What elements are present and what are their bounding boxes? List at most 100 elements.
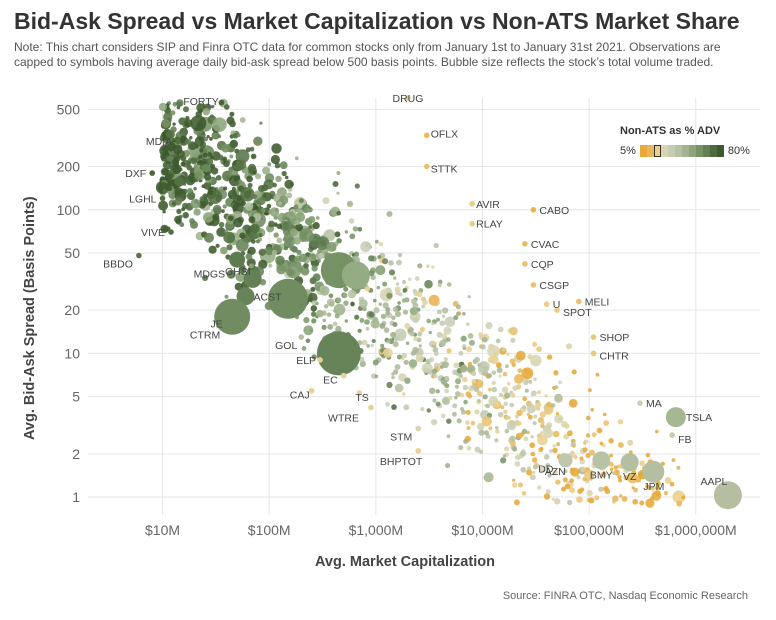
bubble xyxy=(466,445,472,451)
bubble xyxy=(547,473,552,478)
bubble xyxy=(465,391,471,397)
bubble-rlay xyxy=(469,220,475,227)
bubble-u xyxy=(543,301,550,308)
bubble xyxy=(276,264,287,275)
bubble xyxy=(639,460,645,467)
large-bubble xyxy=(341,261,370,290)
large-bubble xyxy=(316,331,361,376)
point-label-drug: DRUG xyxy=(392,93,423,105)
bubble xyxy=(171,158,180,166)
point-label-meli: MELI xyxy=(585,296,610,308)
bubble xyxy=(253,136,263,146)
bubble xyxy=(550,403,556,408)
bubble xyxy=(396,259,402,266)
bubble xyxy=(346,200,354,207)
bubble xyxy=(365,326,370,331)
bubble xyxy=(591,432,597,438)
bubble xyxy=(536,485,542,490)
bubble xyxy=(391,372,395,376)
bubble xyxy=(618,478,623,483)
bubble xyxy=(504,364,509,369)
bubble xyxy=(402,287,408,293)
bubble xyxy=(167,142,177,152)
point-label-dxf: DXF xyxy=(125,168,146,180)
bubble xyxy=(215,175,222,181)
bubble xyxy=(404,297,410,303)
bubble xyxy=(633,487,638,493)
bubble xyxy=(220,246,228,255)
bubble xyxy=(544,405,554,415)
bubble xyxy=(394,310,401,318)
bubble xyxy=(412,288,417,294)
point-label-acst: ACST xyxy=(254,291,283,303)
bubble xyxy=(480,344,486,350)
bubble xyxy=(521,491,527,496)
bubble xyxy=(567,430,573,437)
bubble xyxy=(588,497,595,504)
bubble xyxy=(504,428,510,434)
bubble xyxy=(298,198,304,204)
bubble xyxy=(386,339,391,344)
bubble xyxy=(180,192,187,199)
bubble xyxy=(446,282,452,287)
bubble xyxy=(336,238,342,244)
bubble-mdia xyxy=(175,138,181,145)
bubble xyxy=(210,163,216,169)
bubble xyxy=(235,159,247,171)
bubble xyxy=(491,370,497,376)
bubble xyxy=(215,243,220,248)
y-tick-label: 100 xyxy=(57,202,81,218)
bubble xyxy=(655,429,659,434)
bubble xyxy=(584,469,595,480)
bubble xyxy=(395,282,400,286)
bubble xyxy=(654,490,661,497)
bubble xyxy=(540,420,545,425)
point-label-spot: SPOT xyxy=(563,307,592,319)
bubble xyxy=(613,469,620,476)
bubble xyxy=(232,202,244,214)
bubble xyxy=(448,395,453,401)
bubble xyxy=(582,447,588,453)
bubble xyxy=(437,309,442,315)
bubble xyxy=(276,237,283,244)
bubble xyxy=(645,484,649,489)
y-tick-label: 1 xyxy=(72,489,80,505)
bubble xyxy=(258,185,265,192)
bubble xyxy=(212,213,220,221)
bubble xyxy=(279,161,288,170)
bubble xyxy=(481,416,492,427)
point-label-elp: ELP xyxy=(296,355,316,367)
bubble xyxy=(455,304,461,310)
bubble xyxy=(552,430,560,438)
bubble xyxy=(258,248,266,256)
bubble xyxy=(235,271,246,282)
bubble xyxy=(585,454,589,458)
bubble xyxy=(386,292,393,299)
bubble xyxy=(283,246,288,251)
bubble xyxy=(483,472,494,483)
bubble xyxy=(572,444,576,448)
bubble xyxy=(262,166,271,175)
bubble xyxy=(478,361,490,373)
bubble xyxy=(428,330,432,335)
bubble xyxy=(650,486,655,491)
point-label-stm: STM xyxy=(390,432,412,444)
bubble xyxy=(382,258,389,265)
bubble xyxy=(361,339,368,346)
bubble xyxy=(413,336,418,342)
bubble xyxy=(555,412,560,416)
bubble xyxy=(619,494,623,498)
bubble xyxy=(221,143,230,153)
bubble xyxy=(364,286,371,292)
x-tick-label: $100M xyxy=(248,522,291,538)
bubble xyxy=(617,419,624,425)
bubble-jpm xyxy=(642,460,665,483)
bubble xyxy=(495,338,501,344)
bubble xyxy=(255,239,260,244)
legend-swatch xyxy=(639,145,647,157)
bubble xyxy=(509,326,518,336)
bubble xyxy=(500,457,507,464)
bubble xyxy=(342,292,348,299)
bubble xyxy=(539,466,546,473)
bubble xyxy=(497,326,504,333)
